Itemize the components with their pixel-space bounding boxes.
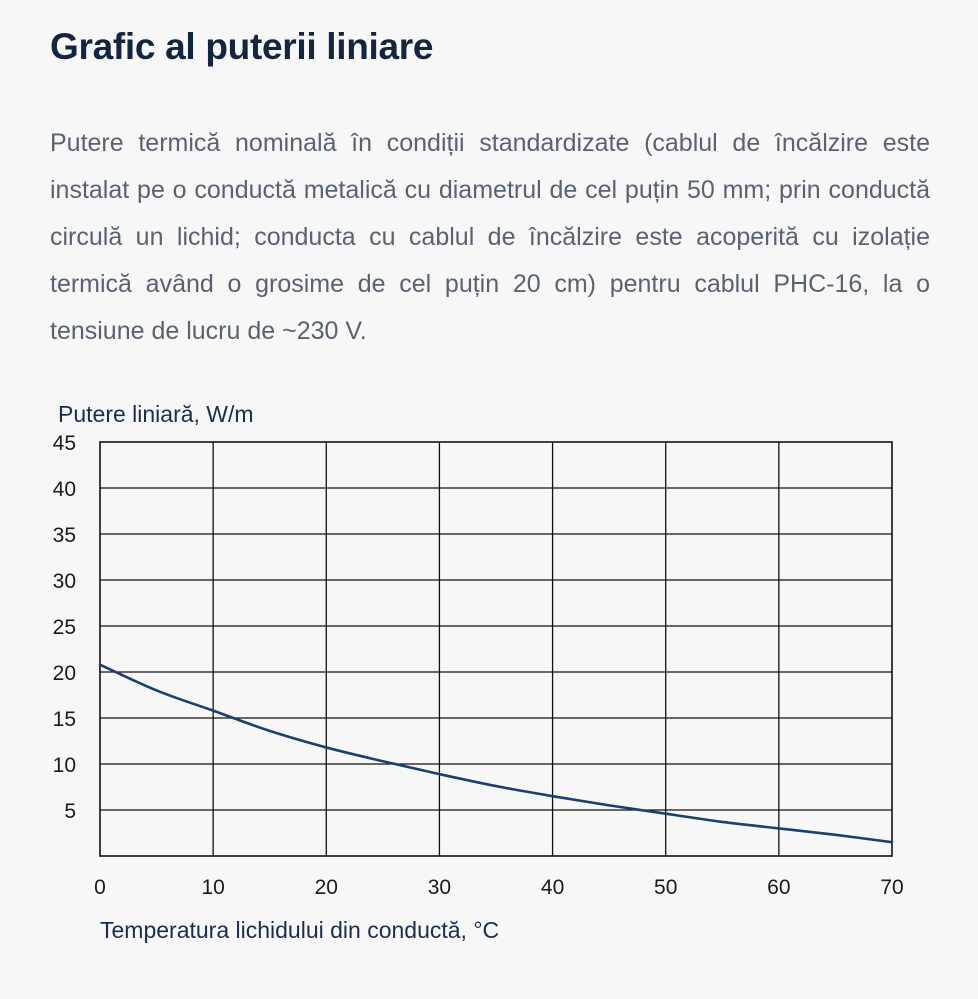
y-tick-label: 20: [53, 662, 76, 685]
y-tick-label: 35: [53, 524, 76, 547]
page-title: Grafic al puterii liniare: [50, 26, 434, 67]
y-tick-label: 5: [64, 800, 76, 823]
x-tick-label: 20: [315, 876, 338, 899]
x-tick-label: 50: [654, 876, 677, 899]
y-tick-label: 40: [53, 478, 76, 501]
x-axis-title: Temperatura lichidului din conductă, °C: [100, 917, 499, 943]
plot-frame: [99, 441, 893, 857]
x-tick-label: 30: [428, 876, 451, 899]
power-curve-line: [98, 663, 894, 844]
x-tick-label: 70: [880, 876, 903, 899]
y-tick-label: 10: [53, 754, 76, 777]
chart-description: Putere termică nominală în condiții stan…: [50, 129, 930, 345]
y-tick-label: 45: [53, 432, 76, 455]
x-tick-label: 10: [201, 876, 224, 899]
y-axis-title: Putere liniară, W/m: [58, 401, 254, 427]
x-tick-label: 0: [94, 876, 106, 899]
x-tick-label: 40: [541, 876, 564, 899]
x-tick-labels: 0 10 20 30 40 50 60 70: [94, 876, 904, 899]
y-tick-label: 15: [53, 708, 76, 731]
x-tick-label: 60: [767, 876, 790, 899]
grid-layer: [99, 441, 893, 857]
y-tick-label: 25: [53, 616, 76, 639]
linear-power-chart: Putere liniară, W/m 5 10 15 20 25 30 35 40 45 0 1…: [53, 401, 904, 943]
chart-container: Putere liniară, W/m 5 10 15 20 25 30 35 40 45 0 1…: [0, 380, 978, 960]
y-tick-labels: 5 10 15 20 25 30 35 40 45: [53, 432, 76, 823]
series-layer: [98, 663, 894, 844]
y-tick-label: 30: [53, 570, 76, 593]
